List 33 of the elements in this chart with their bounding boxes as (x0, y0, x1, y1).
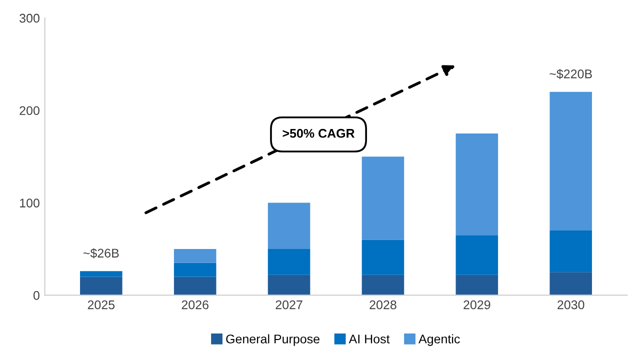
y-tick-label: 0 (33, 291, 40, 300)
bar (80, 276, 122, 296)
bar (174, 276, 216, 296)
x-tick-label: 2025 (88, 300, 115, 310)
bar (550, 230, 592, 272)
bar (268, 202, 310, 249)
x-tick-label: 2028 (370, 300, 396, 310)
annotation: >50% CAGR (282, 128, 355, 138)
x-tick-label: 2030 (558, 300, 584, 310)
legend-label: AI Host (348, 334, 390, 344)
legend-label: General Purpose (226, 334, 320, 346)
bar (456, 274, 498, 296)
annotation: ~$220B (550, 68, 592, 80)
bar (550, 92, 592, 231)
x-tick-label: 2027 (276, 300, 302, 310)
bar (268, 274, 310, 296)
y-tick-label: 200 (20, 106, 40, 116)
bar (362, 274, 404, 296)
y-tick-label: 100 (20, 198, 40, 208)
bar (362, 156, 404, 240)
bar (550, 272, 592, 296)
x-tick-label: 2026 (182, 300, 208, 310)
x-tick-label: 2029 (464, 300, 490, 310)
bar (362, 240, 404, 275)
bar (456, 134, 498, 236)
legend-label: Agentic (418, 334, 460, 346)
y-tick-label: 300 (20, 14, 40, 23)
bar (174, 262, 216, 277)
bar (80, 271, 122, 277)
annotation: ~$26B (83, 248, 119, 258)
bar (268, 249, 310, 275)
bar (456, 235, 498, 275)
bar (174, 249, 216, 263)
